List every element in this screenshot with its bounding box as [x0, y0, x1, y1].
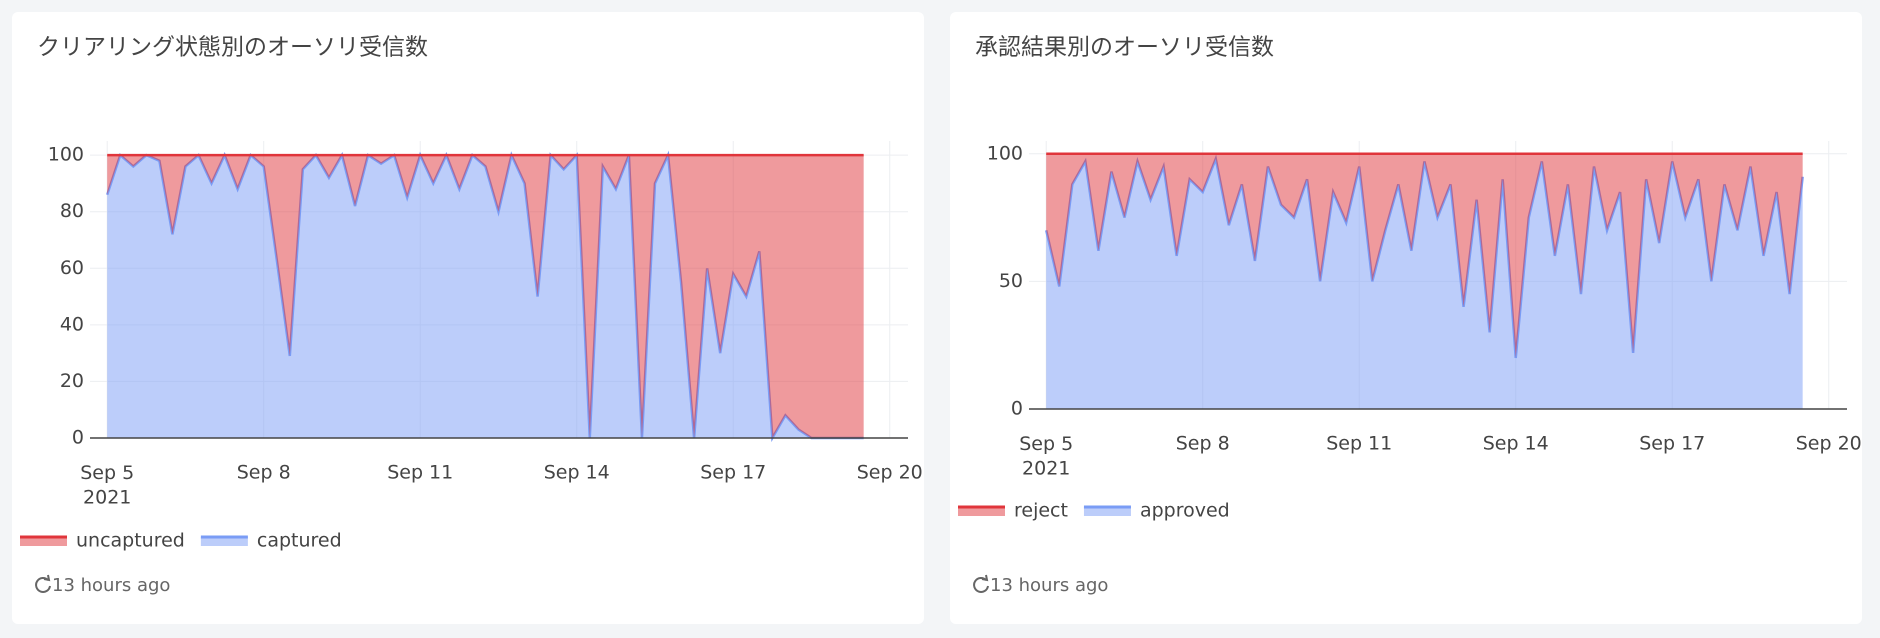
refresh-icon: [973, 574, 989, 593]
x-tick-label: Sep 5 2021: [1019, 433, 1073, 480]
legend-label: uncaptured: [76, 530, 185, 552]
chart-title: クリアリング状態別のオーソリ受信数: [37, 35, 428, 61]
legend-swatch: [200, 537, 248, 546]
y-tick-label: 100: [987, 142, 1023, 164]
y-tick-label: 0: [1011, 398, 1023, 420]
chart-title: 承認結果別のオーソリ受信数: [975, 35, 1274, 61]
y-tick-label: 20: [60, 370, 84, 392]
y-tick-label: 50: [999, 270, 1023, 292]
legend-label: captured: [257, 530, 342, 552]
legend-swatch: [20, 537, 67, 546]
y-tick-label: 40: [60, 313, 84, 335]
area: [1046, 158, 1803, 409]
x-tick-label: Sep 20: [857, 462, 923, 484]
legend-swatch: [1083, 507, 1131, 516]
x-tick-label: Sep 11: [1326, 433, 1392, 455]
y-tick-label: 60: [60, 257, 84, 279]
y-tick-label: 100: [48, 144, 84, 166]
legend-swatch: [958, 507, 1005, 516]
x-tick-label: Sep 11: [387, 462, 453, 484]
area: [107, 155, 864, 438]
x-tick-label: Sep 14: [544, 462, 610, 484]
legend-label: reject: [1014, 500, 1068, 522]
updated-time: 13 hours ago: [990, 575, 1108, 596]
x-tick-label: Sep 17: [700, 462, 766, 484]
x-tick-label: Sep 8: [1176, 433, 1230, 455]
legend-label: approved: [1140, 500, 1230, 522]
x-tick-label: Sep 5 2021: [80, 462, 134, 509]
x-tick-label: Sep 14: [1483, 433, 1549, 455]
y-tick-label: 80: [60, 200, 84, 222]
y-tick-label: 0: [72, 427, 84, 449]
x-tick-label: Sep 20: [1796, 433, 1862, 455]
x-tick-label: Sep 8: [237, 462, 291, 484]
area: [1046, 153, 1803, 358]
x-tick-label: Sep 17: [1639, 433, 1705, 455]
updated-time: 13 hours ago: [52, 575, 170, 596]
refresh-icon: [35, 574, 51, 593]
